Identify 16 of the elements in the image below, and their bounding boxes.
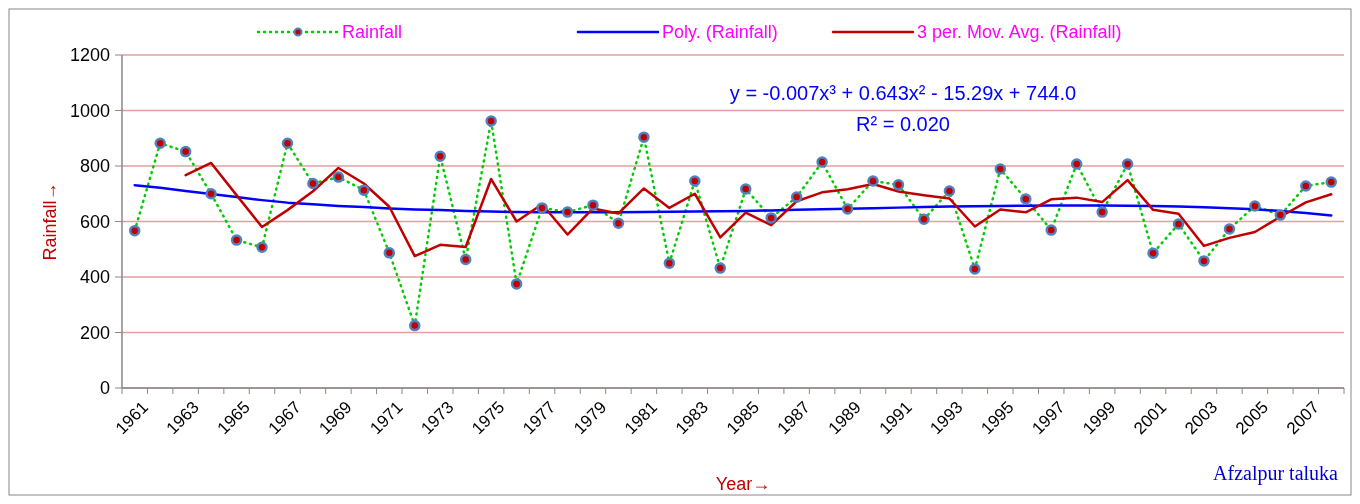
line-series bbox=[184, 161, 1333, 258]
y-tick-label: 800 bbox=[79, 156, 110, 177]
y-tick-label: 600 bbox=[79, 211, 110, 232]
y-tick-label: 1000 bbox=[69, 100, 110, 121]
x-axis-title: Year→ bbox=[715, 474, 771, 494]
legend-label: Rainfall bbox=[342, 22, 403, 43]
y-tick-label: 200 bbox=[79, 322, 110, 343]
annotation: R² = 0.020 bbox=[856, 113, 950, 135]
text: Afzalpur taluka bbox=[1213, 462, 1339, 485]
legend-label: 3 per. Mov. Avg. (Rainfall) bbox=[917, 22, 1122, 43]
y-tick-label: 1200 bbox=[69, 45, 110, 66]
y-axis-title: Rainfall→ bbox=[40, 182, 60, 261]
annotation: y = -0.007x³ + 0.643x² - 15.29x + 744.0 bbox=[729, 82, 1077, 104]
legend-label: Poly. (Rainfall) bbox=[662, 22, 778, 43]
y-tick-label: 400 bbox=[79, 267, 110, 288]
y-tick-label: 0 bbox=[99, 378, 110, 399]
